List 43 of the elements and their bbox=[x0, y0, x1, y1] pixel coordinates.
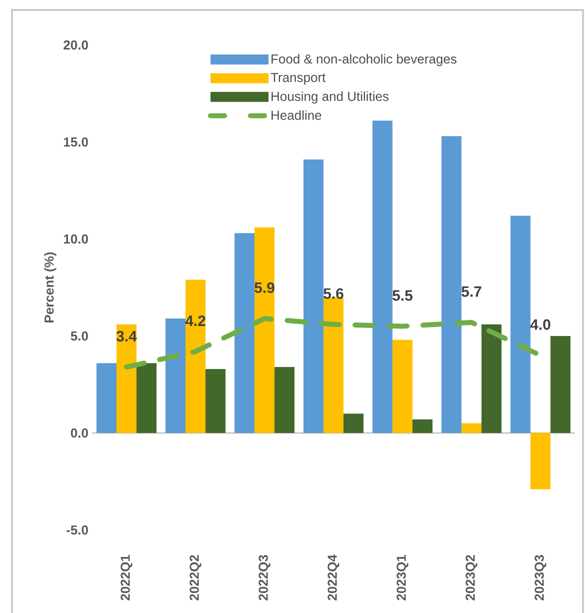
bar bbox=[274, 367, 295, 433]
legend-label: Food & non-alcoholic beverages bbox=[272, 54, 456, 66]
x-tick-label: 2023Q3 bbox=[534, 555, 546, 600]
bar bbox=[185, 280, 206, 433]
y-tick-label: 0.0 bbox=[70, 428, 88, 438]
bar bbox=[254, 227, 274, 433]
legend-label: Transport bbox=[270, 72, 326, 85]
bar bbox=[165, 318, 186, 433]
bar bbox=[461, 423, 482, 433]
y-tick-label: 15.0 bbox=[64, 137, 88, 147]
bar bbox=[116, 324, 137, 433]
bar bbox=[96, 363, 116, 433]
legend-label: Housing and Utilities bbox=[272, 91, 389, 104]
y-axis-title: Percent (%) bbox=[44, 252, 56, 322]
data-label: 5.6 bbox=[324, 288, 344, 299]
bar bbox=[441, 136, 462, 433]
bar bbox=[412, 419, 433, 433]
x-tick-label: 2022Q1 bbox=[120, 554, 132, 600]
bar bbox=[136, 363, 157, 433]
bar bbox=[392, 340, 412, 433]
y-tick-label: 20.0 bbox=[64, 40, 88, 50]
bar bbox=[234, 233, 254, 433]
data-label: 5.7 bbox=[462, 286, 482, 297]
y-tick-label: -5.0 bbox=[66, 525, 88, 535]
x-tick-label: 2022Q2 bbox=[190, 555, 202, 600]
bar bbox=[550, 336, 571, 433]
bar bbox=[206, 368, 226, 433]
bar bbox=[530, 432, 550, 490]
legend-label: Headline bbox=[272, 110, 322, 120]
bar bbox=[372, 120, 392, 433]
x-tick-label: 2022Q3 bbox=[258, 555, 270, 600]
x-tick-label: 2022Q4 bbox=[328, 554, 340, 600]
bar bbox=[303, 159, 324, 433]
bar bbox=[510, 216, 530, 433]
x-tick-label: 2023Q1 bbox=[396, 554, 408, 600]
data-label: 5.5 bbox=[392, 290, 412, 301]
bar bbox=[323, 297, 344, 433]
data-label: 5.9 bbox=[254, 282, 274, 293]
bar bbox=[481, 324, 502, 433]
y-tick-label: 5.0 bbox=[70, 331, 88, 341]
x-tick-label: 2023Q2 bbox=[466, 555, 478, 600]
bar bbox=[344, 414, 364, 433]
y-tick-label: 10.0 bbox=[64, 234, 88, 244]
